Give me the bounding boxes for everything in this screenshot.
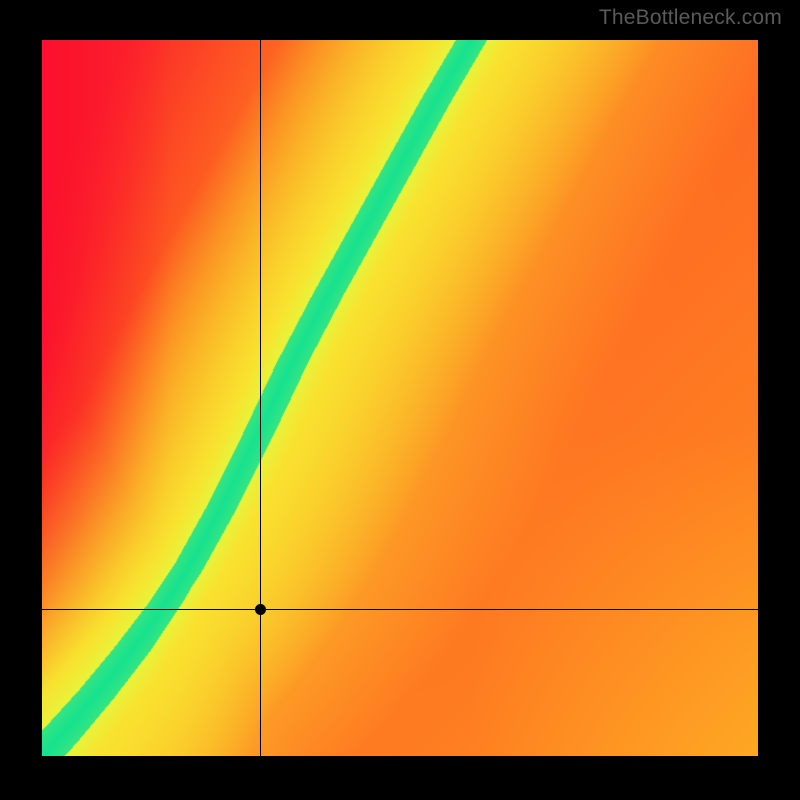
heatmap-plot	[42, 40, 758, 756]
crosshair-horizontal	[42, 609, 758, 610]
heatmap-canvas	[42, 40, 758, 756]
watermark-text: TheBottleneck.com	[599, 6, 782, 30]
crosshair-vertical	[260, 40, 261, 756]
crosshair-marker	[255, 604, 266, 615]
